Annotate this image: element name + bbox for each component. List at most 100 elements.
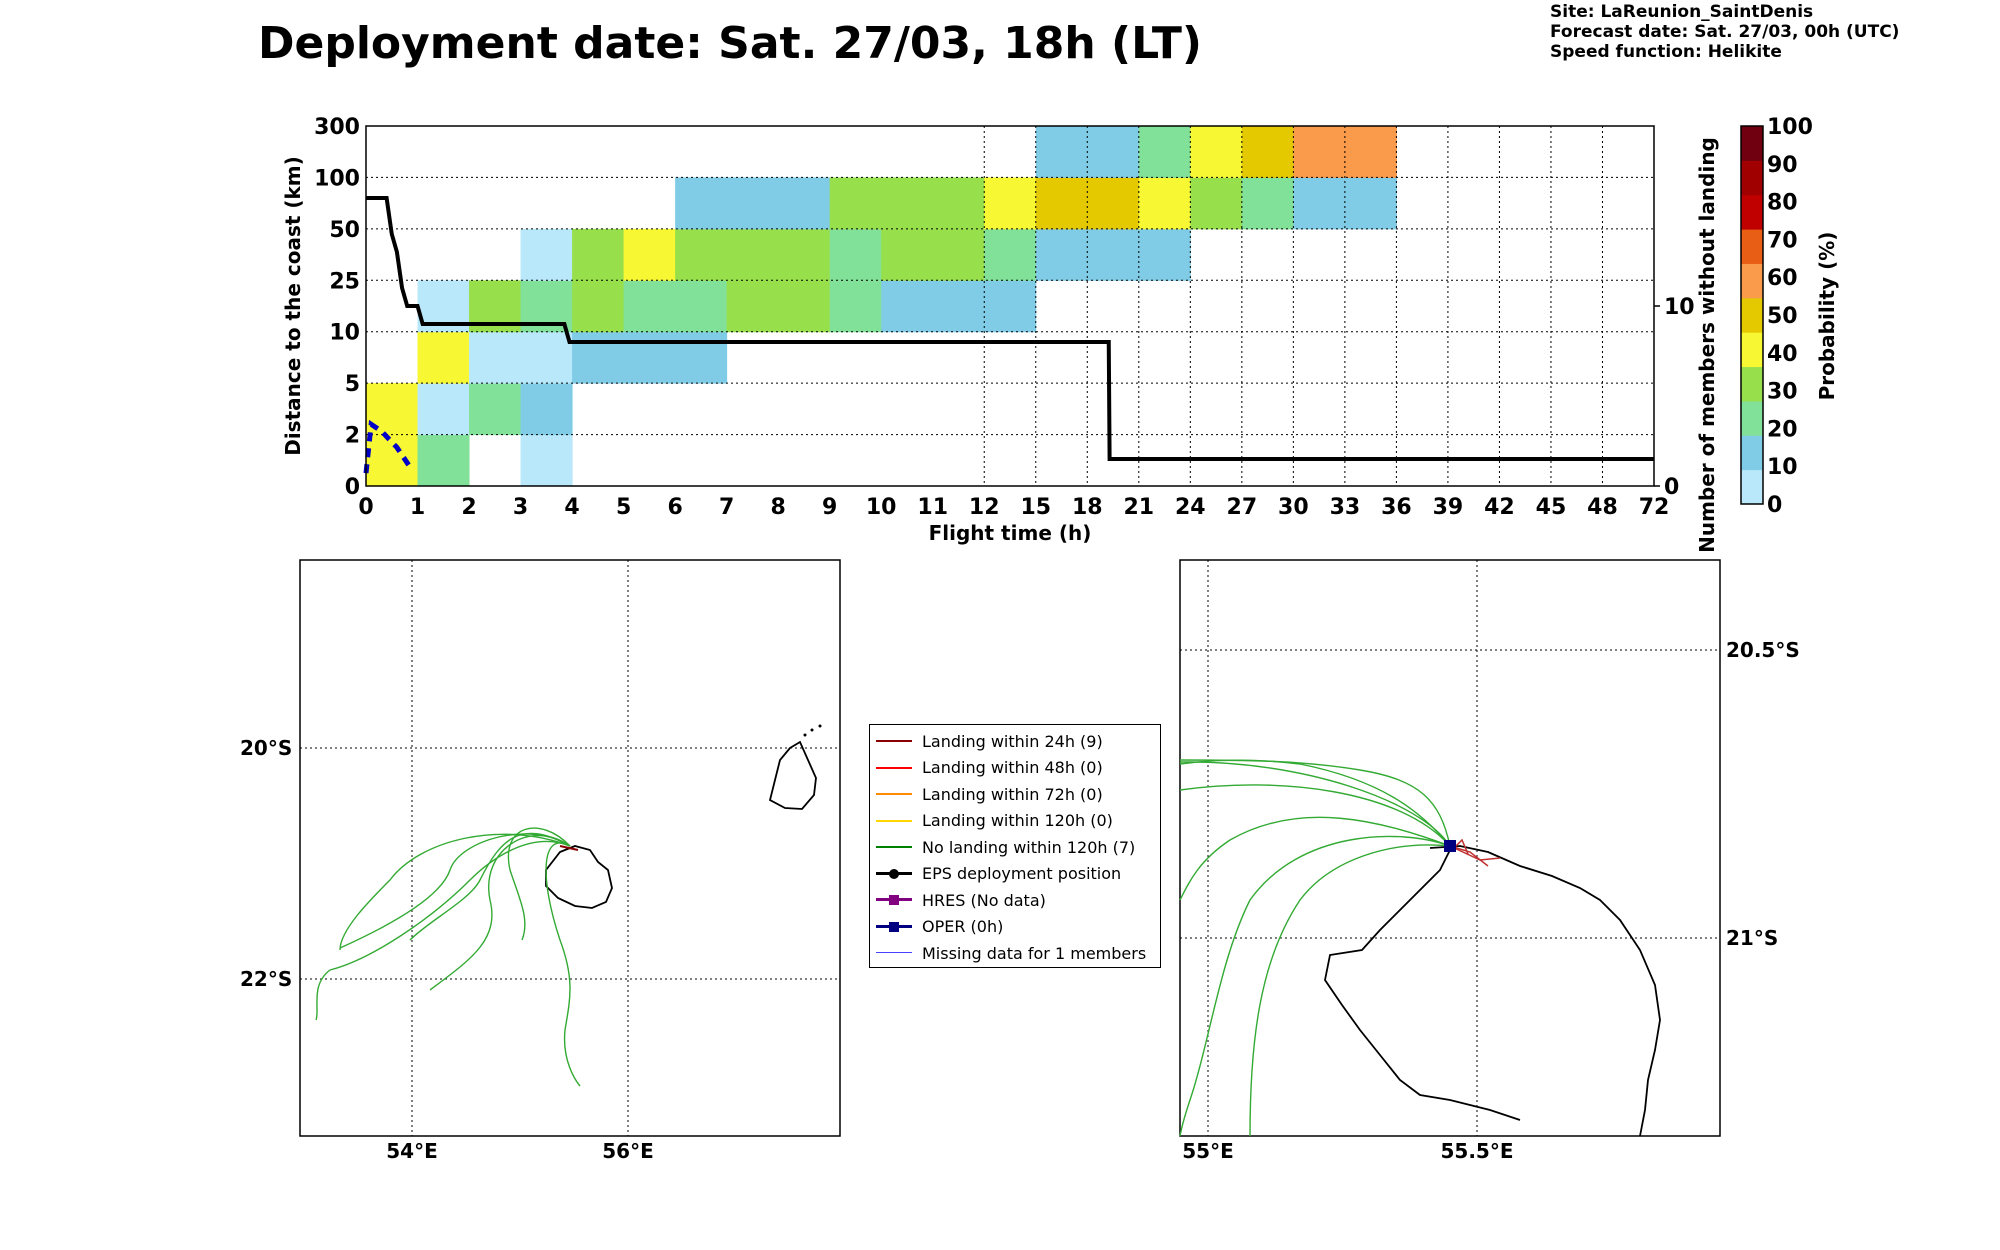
heatmap-cell <box>778 280 831 333</box>
heatmap-cell <box>520 228 573 281</box>
x-tick-label: 72 <box>1639 495 1670 520</box>
colorbar-segment <box>1741 229 1763 264</box>
x-tick-label: 39 <box>1433 495 1464 520</box>
x-tick-label: 33 <box>1330 495 1361 520</box>
heatmap-cell <box>520 434 573 487</box>
y-right-axis-label: Number of members without landing <box>1695 137 1719 553</box>
colorbar-tick-label: 10 <box>1767 455 1798 480</box>
colorbar-tick-label: 50 <box>1767 304 1798 329</box>
x-tick-label: 21 <box>1123 495 1154 520</box>
speed-label: Speed function: Helikite <box>1550 42 1782 62</box>
y-tick-label: 2 <box>345 424 360 449</box>
right-map-lat-tick: 20.5°S <box>1726 638 1800 662</box>
legend-label: OPER (0h) <box>922 917 1004 936</box>
colorbar-tick-label: 70 <box>1767 228 1798 253</box>
left-map: 54°E 56°E 20°S 22°S <box>240 559 841 1163</box>
map-legend: Landing within 24h (9) Landing within 48h… <box>869 724 1161 968</box>
right-tick-label: 10 <box>1664 295 1695 320</box>
heatmap-cell <box>469 331 522 384</box>
x-tick-label: 0 <box>358 495 373 520</box>
heatmap-cell <box>675 177 728 230</box>
page-title: Deployment date: Sat. 27/03, 18h (LT) <box>257 18 1203 69</box>
heatmap-cell <box>881 177 934 230</box>
heatmap-cell <box>366 434 419 487</box>
heatmap-cell <box>417 434 470 487</box>
legend-swatch <box>874 761 914 775</box>
heatmap-cell <box>1344 177 1397 230</box>
heatmap-cell <box>623 228 676 281</box>
heatmap-grid <box>366 126 1654 486</box>
legend-label: No landing within 120h (7) <box>922 837 1136 857</box>
legend-label: Landing within 24h (9) <box>922 731 1103 751</box>
x-tick-label: 30 <box>1278 495 1309 520</box>
right-map-lat-tick: 21°S <box>1726 926 1778 950</box>
colorbar-tick-label: 80 <box>1767 191 1798 216</box>
x-tick-label: 2 <box>461 495 476 520</box>
x-tick-label: 15 <box>1020 495 1051 520</box>
x-tick-label: 4 <box>564 495 579 520</box>
left-map-trajectories <box>315 827 581 1087</box>
legend-item: Landing within 24h (9) <box>874 730 1103 752</box>
x-tick-label: 24 <box>1175 495 1206 520</box>
heatmap-cell <box>1087 228 1140 281</box>
heatmap-cell <box>829 280 882 333</box>
colorbar-segment <box>1741 194 1763 230</box>
heatmap-cell <box>675 228 728 281</box>
heatmap-cell <box>829 228 882 281</box>
x-tick-label: 11 <box>917 495 948 520</box>
heatmap-cell <box>1293 177 1346 230</box>
right-map-trajectories <box>1179 759 1451 1137</box>
left-map-lon-tick: 56°E <box>602 1139 654 1163</box>
colorbar-segment <box>1741 400 1763 436</box>
y-tick-label: 25 <box>329 269 360 294</box>
x-tick-labels: 0 1 2 3 4 5 6 7 8 9 10 11 12 15 18 21 24 27 30 33 36 39 42 45 48… <box>358 495 1669 520</box>
oper-position-marker <box>1444 840 1456 852</box>
heatmap-cell <box>1190 126 1243 178</box>
site-label: Site: LaReunion_SaintDenis <box>1550 2 1814 22</box>
heatmap-cell <box>984 177 1037 230</box>
heatmap-cell <box>984 280 1037 333</box>
right-map: 55°E 55.5°E 20.5°S 21°S <box>1179 559 1800 1163</box>
heatmap-cell <box>984 228 1037 281</box>
legend-label: HRES (No data) <box>922 890 1046 910</box>
legend-swatch <box>874 920 914 934</box>
reunion-coast-outline <box>1324 845 1661 1137</box>
heatmap-cell <box>726 228 779 281</box>
left-map-lat-tick: 20°S <box>240 736 292 760</box>
heatmap-cell <box>675 331 728 384</box>
y-tick-label: 0 <box>345 475 360 500</box>
heatmap-cell <box>1190 177 1243 230</box>
legend-item: No landing within 120h (7) <box>874 836 1135 858</box>
colorbar-segment <box>1741 126 1763 161</box>
x-tick-label: 8 <box>771 495 786 520</box>
colorbar-segment <box>1741 469 1763 505</box>
heatmap-cell <box>726 280 779 333</box>
legend-label: Landing within 48h (0) <box>922 758 1103 777</box>
heatmap-cell <box>881 228 934 281</box>
heatmap-cell <box>932 228 985 281</box>
right-map-lon-tick: 55.5°E <box>1440 1139 1513 1163</box>
heatmap-cells <box>366 126 1397 487</box>
legend-swatch <box>874 946 914 960</box>
colorbar-label: Probability (%) <box>1815 232 1839 401</box>
y-axis-label: Distance to the coast (km) <box>281 156 305 456</box>
x-axis-label: Flight time (h) <box>929 521 1092 545</box>
legend-item: EPS deployment position <box>874 863 1121 885</box>
legend-item: Landing within 72h (0) <box>874 783 1103 805</box>
heatmap-cell <box>1138 126 1191 178</box>
x-tick-label: 12 <box>969 495 1000 520</box>
heatmap-cell <box>572 228 625 281</box>
heatmap-cell <box>520 331 573 384</box>
colorbar-tick-label: 60 <box>1767 266 1798 291</box>
x-tick-label: 1 <box>410 495 425 520</box>
legend-swatch <box>874 840 914 854</box>
heatmap-cell <box>623 280 676 333</box>
heatmap-cell <box>829 177 882 230</box>
colorbar-tick-label: 90 <box>1767 153 1798 178</box>
x-tick-label: 9 <box>822 495 837 520</box>
heatmap-cell <box>417 383 470 436</box>
legend-item: Missing data for 1 members <box>874 942 1146 964</box>
heatmap-cell <box>778 228 831 281</box>
